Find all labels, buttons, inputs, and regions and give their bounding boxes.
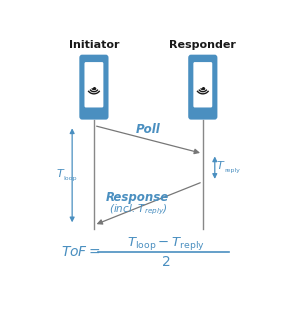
Text: Initiator: Initiator [69, 40, 119, 50]
Text: (incl. $\mathit{T}_{\mathregular{reply}}$): (incl. $\mathit{T}_{\mathregular{reply}}… [109, 203, 168, 217]
Text: Response: Response [106, 191, 169, 204]
Text: $\mathit{T}$: $\mathit{T}$ [216, 159, 225, 171]
FancyBboxPatch shape [188, 55, 217, 120]
Text: Responder: Responder [169, 40, 236, 50]
Text: $\mathit{ToF}=$: $\mathit{ToF}=$ [61, 245, 101, 259]
Text: $\mathit{T}$: $\mathit{T}$ [56, 167, 65, 179]
FancyBboxPatch shape [85, 62, 103, 108]
FancyBboxPatch shape [193, 62, 212, 108]
Text: loop: loop [64, 176, 77, 181]
Text: reply: reply [224, 168, 240, 173]
Text: $2$: $2$ [161, 255, 171, 269]
Text: $\mathit{T}_{\mathregular{loop}}-\mathit{T}_{\mathregular{reply}}$: $\mathit{T}_{\mathregular{loop}}-\mathit… [127, 235, 205, 252]
FancyBboxPatch shape [79, 55, 108, 120]
Text: Poll: Poll [136, 123, 161, 136]
